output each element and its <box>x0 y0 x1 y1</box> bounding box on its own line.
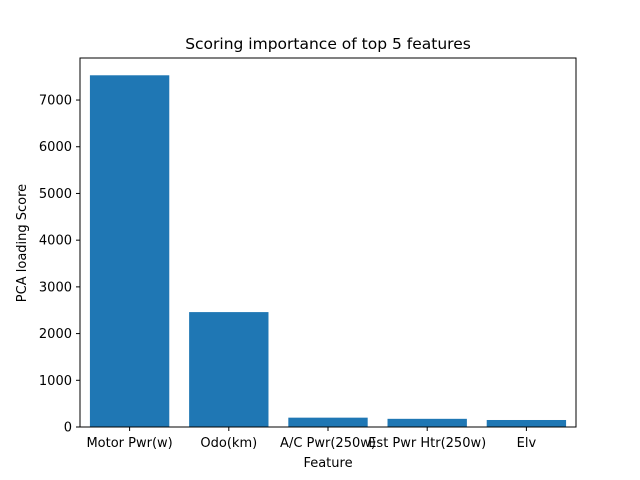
bars-group <box>89 75 567 427</box>
bar-est-pwr-htr-250w <box>387 418 467 427</box>
x-tick-label: Elv <box>517 436 537 451</box>
x-tick-label: A/C Pwr(250w) <box>280 436 376 451</box>
y-tick-label: 7000 <box>39 94 72 109</box>
x-tick-label: Motor Pwr(w) <box>86 436 172 451</box>
x-axis-ticks: Motor Pwr(w) Odo(km) A/C Pwr(250w)Est Pwr … <box>86 427 536 451</box>
plot-frame <box>79 57 577 428</box>
y-tick-label: 0 <box>64 421 72 436</box>
y-axis-label: PCA loading Score <box>15 184 30 302</box>
x-tick-label: Est Pwr Htr(250w) <box>368 436 486 451</box>
y-tick-label: 1000 <box>39 374 72 389</box>
x-axis-label: Feature <box>303 456 352 471</box>
y-tick-label: 6000 <box>39 140 72 155</box>
x-tick-label: Odo(km) <box>200 436 257 451</box>
bar-odo-km <box>189 312 269 427</box>
bar-a-c-pwr-250w <box>288 417 368 427</box>
y-tick-label: 5000 <box>39 187 72 202</box>
y-tick-label: 2000 <box>39 327 72 342</box>
chart-title: Scoring importance of top 5 features <box>185 35 471 53</box>
y-tick-label: 3000 <box>39 280 72 295</box>
bar-elv <box>486 419 567 427</box>
y-axis-ticks: 0 1000 2000 3000 4000 5000 6000 7000 <box>39 94 80 436</box>
bar-motor-pwr-w <box>89 75 170 427</box>
y-tick-label: 4000 <box>39 234 72 249</box>
